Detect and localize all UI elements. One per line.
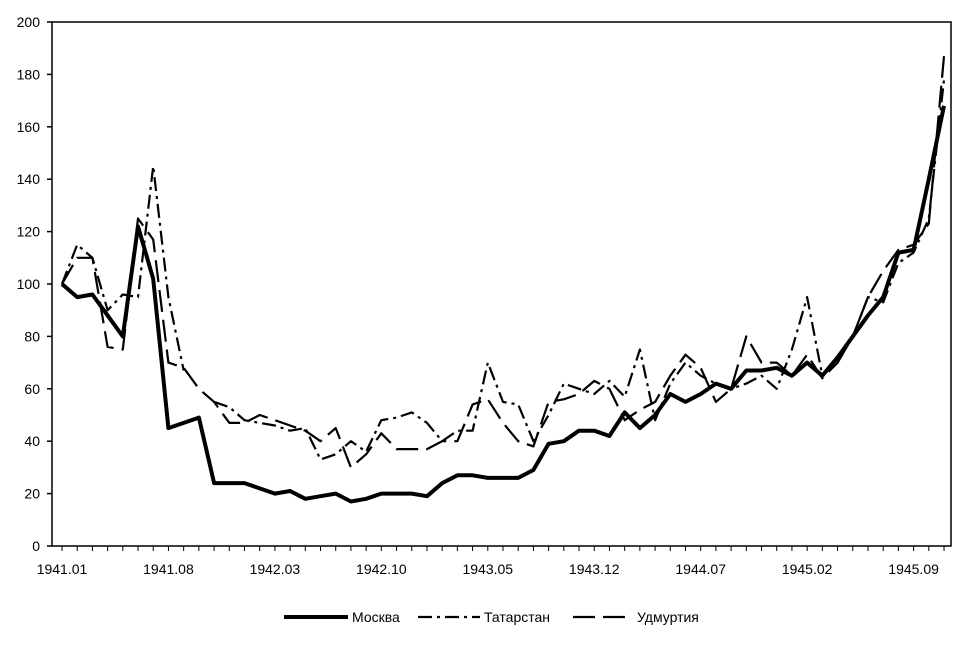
axes-layer: 0 20 40 60 80 100 120 140 160 180 200 1941.01 1941.0… — [17, 14, 952, 577]
x-tick-label: 1943.05 — [462, 561, 513, 577]
y-tick-label: 40 — [24, 433, 40, 449]
y-tick-label: 60 — [24, 381, 40, 397]
y-tick-label: 200 — [17, 14, 41, 30]
legend-label: Москва — [352, 609, 400, 625]
series-line — [60, 105, 946, 504]
y-tick-label: 120 — [17, 224, 41, 240]
y-tick-label: 80 — [24, 328, 40, 344]
legend-item: Татарстан — [418, 609, 550, 625]
y-tick-label: 20 — [24, 486, 40, 502]
series-layer — [60, 56, 946, 504]
series-2 — [60, 79, 946, 461]
x-tick-label: 1941.01 — [37, 561, 88, 577]
y-tick-label: 160 — [17, 119, 41, 135]
series-1 — [60, 105, 946, 504]
x-tick-label: 1945.02 — [782, 561, 833, 577]
series-line — [60, 165, 185, 371]
plot-area-border — [51, 21, 952, 547]
legend-item: Удмуртия — [573, 609, 699, 625]
legend-label: Удмуртия — [637, 609, 699, 625]
y-tick-label: 180 — [17, 66, 41, 82]
x-tick-label: 1942.03 — [250, 561, 301, 577]
y-tick-label: 140 — [17, 171, 41, 187]
x-tick-label: 1945.09 — [888, 561, 939, 577]
legend-item: Москва — [284, 609, 400, 625]
legend-label: Татарстан — [484, 609, 550, 625]
x-tick-label: 1941.08 — [143, 561, 194, 577]
legend: Москва Татарстан Удмуртия — [284, 609, 699, 625]
x-tick-label: 1942.10 — [356, 561, 407, 577]
x-tick-label: 1944.07 — [675, 561, 726, 577]
y-tick-label: 0 — [32, 538, 40, 554]
x-tick-label: 1943.12 — [569, 561, 620, 577]
series-line — [61, 56, 946, 469]
y-tick-label: 100 — [17, 276, 41, 292]
series-3 — [61, 56, 946, 469]
series-line — [213, 79, 946, 461]
